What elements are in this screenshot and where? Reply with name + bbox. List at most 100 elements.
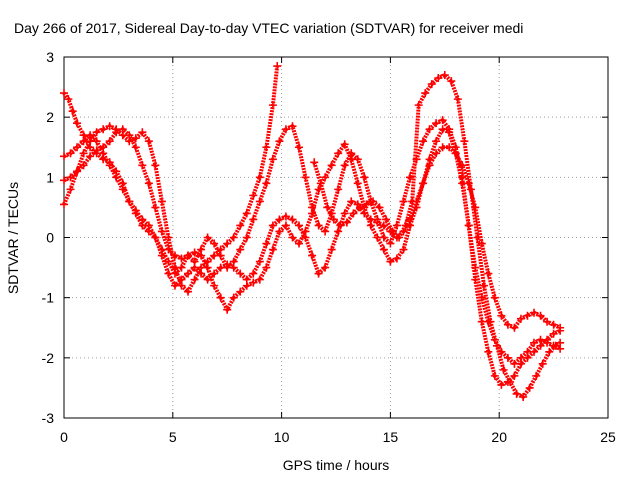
- data-point: [242, 281, 251, 290]
- data-point: [275, 227, 284, 236]
- y-tick-label: -1: [42, 290, 55, 306]
- data-point: [262, 143, 271, 152]
- x-tick-label: 10: [274, 429, 290, 445]
- data-point: [503, 353, 512, 362]
- data-point: [503, 320, 512, 329]
- data-point: [255, 275, 264, 284]
- data-point: [425, 155, 434, 164]
- y-tick-label: -3: [42, 410, 55, 426]
- data-point: [164, 257, 173, 266]
- data-point: [556, 323, 565, 332]
- series-track-4: [63, 127, 561, 366]
- data-point: [268, 155, 277, 164]
- data-point: [281, 125, 290, 134]
- data-point: [421, 89, 430, 98]
- data-point: [366, 221, 375, 230]
- data-point: [519, 392, 528, 401]
- data-point: [131, 134, 140, 143]
- data-point: [432, 137, 441, 146]
- data-point: [229, 293, 238, 302]
- data-point: [112, 173, 121, 182]
- data-point: [530, 308, 539, 317]
- data-point: [499, 365, 508, 374]
- y-tick-label: 2: [46, 109, 54, 125]
- data-point: [131, 206, 140, 215]
- data-point: [236, 221, 245, 230]
- data-point: [323, 203, 332, 212]
- data-point: [497, 311, 506, 320]
- data-point: [73, 119, 82, 128]
- data-point: [125, 197, 134, 206]
- data-point: [432, 119, 441, 128]
- data-point: [395, 233, 404, 242]
- data-point: [60, 89, 68, 98]
- data-point: [414, 101, 423, 110]
- data-point: [60, 200, 68, 209]
- data-point: [66, 149, 75, 158]
- data-point: [532, 371, 541, 380]
- data-point: [66, 185, 75, 194]
- data-point: [79, 137, 88, 146]
- data-point: [197, 251, 206, 260]
- data-point: [66, 173, 75, 182]
- data-point: [382, 215, 391, 224]
- data-point: [236, 245, 245, 254]
- series-track-3: [63, 133, 561, 330]
- data-point: [412, 203, 421, 212]
- data-point: [157, 251, 166, 260]
- data-point: [379, 245, 388, 254]
- data-point: [321, 263, 330, 272]
- data-point: [223, 305, 232, 314]
- data-point: [321, 227, 330, 236]
- data-point: [523, 347, 532, 356]
- data-point: [203, 233, 212, 242]
- data-point: [295, 221, 304, 230]
- data-point: [399, 245, 408, 254]
- data-point: [295, 143, 304, 152]
- data-point: [249, 191, 258, 200]
- data-point: [551, 341, 560, 350]
- data-point: [556, 338, 565, 347]
- data-point: [170, 281, 179, 290]
- data-point: [210, 281, 219, 290]
- data-point: [340, 140, 349, 149]
- data-point: [210, 239, 219, 248]
- data-point: [112, 128, 121, 137]
- data-point: [223, 260, 232, 269]
- x-tick-label: 25: [600, 429, 616, 445]
- data-point: [92, 146, 101, 155]
- data-point: [471, 263, 480, 272]
- data-point: [308, 251, 317, 260]
- data-point: [262, 179, 271, 188]
- series-layer: [60, 62, 565, 401]
- data-point: [249, 215, 258, 224]
- data-point: [392, 254, 401, 263]
- data-point: [164, 269, 173, 278]
- data-point: [427, 80, 436, 89]
- data-point: [268, 101, 277, 110]
- data-point: [151, 161, 160, 170]
- data-point: [190, 263, 199, 272]
- data-point: [216, 263, 225, 272]
- data-point: [68, 107, 77, 116]
- data-point: [157, 227, 166, 236]
- data-point: [525, 383, 534, 392]
- data-point: [440, 71, 449, 80]
- data-point: [229, 263, 238, 272]
- y-tick-label: 0: [46, 230, 54, 246]
- data-point: [327, 161, 336, 170]
- data-point: [190, 248, 199, 257]
- data-point: [301, 173, 310, 182]
- data-point: [105, 122, 114, 131]
- data-point: [177, 254, 186, 263]
- data-point: [86, 131, 95, 140]
- data-point: [336, 221, 345, 230]
- data-point: [464, 221, 473, 230]
- y-tick-label: 3: [46, 49, 54, 65]
- data-point: [210, 251, 219, 260]
- data-point: [144, 221, 153, 230]
- data-point: [386, 257, 395, 266]
- x-tick-label: 15: [383, 429, 399, 445]
- data-point: [92, 137, 101, 146]
